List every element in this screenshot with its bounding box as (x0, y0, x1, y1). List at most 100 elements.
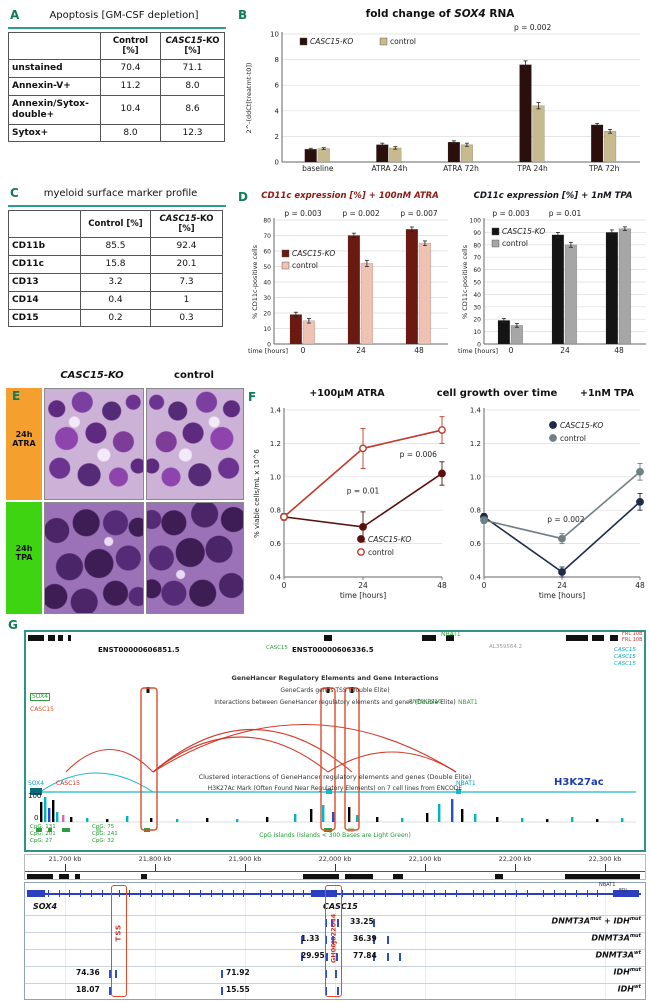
ruler-tick (605, 864, 606, 871)
svg-text:8: 8 (275, 56, 279, 64)
table-row: CD13 3.2 7.3 (8, 272, 223, 292)
gene-tick (401, 890, 403, 897)
svg-text:1.4: 1.4 (470, 407, 482, 415)
gene-tick (374, 890, 376, 897)
transcript-label: ENST00000606336.5 (292, 646, 374, 654)
cell-value: 11.2 (100, 77, 161, 96)
genome-browser-upper: NBAT1 AL359564.2 CASC15 CASC15 CASC15 FRL 10B… (24, 630, 646, 852)
methylation-mark (337, 919, 339, 927)
gene-tick (118, 890, 120, 897)
svg-text:40: 40 (473, 292, 481, 299)
gene-tick (151, 890, 152, 897)
svg-text:80: 80 (473, 242, 481, 249)
row-label: Annexin/Sytox-double+ (8, 94, 101, 125)
svg-text:CASC15-KO: CASC15-KO (502, 227, 545, 236)
gene-tick (434, 890, 436, 897)
gene-tick (543, 890, 545, 897)
row-separator (25, 983, 645, 984)
svg-text:control: control (390, 37, 416, 46)
gene-label-casc15-red: CASC15 (56, 780, 80, 787)
svg-text:30: 30 (263, 295, 271, 302)
svg-text:time [hours]: time [hours] (248, 347, 288, 355)
gene-label-casc15: CASC15 (614, 661, 636, 667)
gene-label-casc15: CASC15 (614, 647, 636, 653)
panel-e: CASC15-KO control E 24h ATRA 24h TPA (4, 368, 244, 614)
micrograph-control-tpa (146, 502, 244, 614)
gene-box (345, 874, 373, 879)
methylation-mark (399, 953, 401, 961)
gene-tick (101, 890, 103, 897)
methylation-value: 74.36 (76, 968, 100, 977)
svg-text:% CD11c-positive cells: % CD11c-positive cells (251, 244, 259, 319)
table-row: CD11b 85.5 92.4 (8, 237, 223, 257)
column-header: CASC15-KO [%] (160, 31, 225, 61)
atra-subtitle: +100μM ATRA (309, 388, 385, 399)
gene-tick (575, 890, 577, 897)
svg-text:p = 0.01: p = 0.01 (347, 487, 380, 496)
gene-box (303, 874, 339, 879)
svg-text:30: 30 (473, 304, 481, 311)
gene-label-al359564: AL359564.2 (489, 644, 523, 650)
svg-text:4: 4 (275, 107, 280, 115)
gene-tick (189, 890, 191, 897)
svg-text:0: 0 (267, 342, 271, 349)
growth-atra-chart: 0.4 0.6 0.8 1.0 1.2 1.4 0 24 48 p = 0.01 p = 0.006… (253, 407, 447, 601)
gene-tick (352, 890, 354, 897)
marker-table-body: CD11b 85.5 92.4 CD11c 15.8 20.1 CD13 3.2 7.3 CD14… (8, 237, 223, 328)
svg-text:90: 90 (473, 230, 481, 237)
methylation-mark (387, 936, 389, 944)
svg-text:48: 48 (437, 581, 447, 590)
gene-box (495, 874, 503, 879)
methylation-mark (332, 936, 334, 944)
gene-label-casc15: CASC15 (323, 902, 358, 911)
gene-box (59, 874, 69, 879)
cpg-label: CpG: 241 (92, 831, 118, 837)
svg-text:control: control (560, 434, 586, 443)
growth-title: cell growth over time (436, 388, 558, 399)
column-header-control: control (174, 370, 214, 381)
row-label: CD11c (8, 255, 81, 274)
gene-tick (494, 890, 496, 897)
svg-text:p = 0.002: p = 0.002 (342, 209, 380, 218)
gene-label-rn7skp216: RN7SKP216 (409, 699, 442, 705)
grid-line (425, 883, 426, 999)
panel-letter-e: E (12, 389, 21, 403)
methylation-mark (373, 936, 375, 944)
gene-tick (472, 890, 474, 897)
gene-label-sox4: SOX4 (33, 902, 58, 911)
svg-text:0: 0 (301, 346, 306, 355)
gene-label-sox4-cyan: SOX4 (28, 780, 45, 787)
svg-text:24: 24 (557, 581, 567, 590)
svg-text:0: 0 (482, 581, 487, 590)
divider (8, 27, 226, 29)
gene-box (311, 890, 337, 897)
svg-text:80: 80 (263, 218, 271, 225)
methylation-value: 71.92 (226, 968, 250, 977)
grid-line (245, 883, 246, 999)
gene-label-frl: FRL 10B (622, 637, 643, 643)
row-separator (25, 915, 645, 916)
gene-tick (271, 890, 272, 897)
svg-text:control: control (502, 239, 528, 248)
gene-tick (129, 890, 131, 897)
svg-text:24: 24 (560, 346, 570, 355)
methylation-mark (115, 970, 117, 978)
cell-value: 8.6 (160, 94, 225, 125)
svg-text:0.8: 0.8 (470, 507, 481, 515)
svg-text:p = 0.002: p = 0.002 (547, 515, 585, 524)
gene-label-nbat1: NBAT1 (599, 882, 616, 888)
svg-text:% viable cells/mL x 10^6: % viable cells/mL x 10^6 (253, 449, 261, 538)
column-header (8, 31, 101, 61)
cpg-label: CpG: 201 (30, 831, 56, 837)
track-title-h3k27: H3K27Ac Mark (Often Found Near Regulator… (207, 785, 463, 792)
svg-text:48: 48 (635, 581, 645, 590)
marker-profile-table: Control [%] CASC15-KO [%] CD11b 85.5 92.4 CD… (8, 209, 223, 328)
svg-text:1.0: 1.0 (470, 473, 481, 481)
gene-box (565, 874, 640, 879)
signal-axis-max: 100 (28, 792, 42, 800)
gene-tick (423, 890, 425, 897)
track-title-genehancer: GeneHancer Regulatory Elements and Gene … (231, 674, 439, 682)
svg-text:TPA 24h: TPA 24h (516, 164, 548, 173)
genotype-label: IDHmut (613, 967, 641, 977)
svg-text:1.2: 1.2 (270, 440, 281, 448)
